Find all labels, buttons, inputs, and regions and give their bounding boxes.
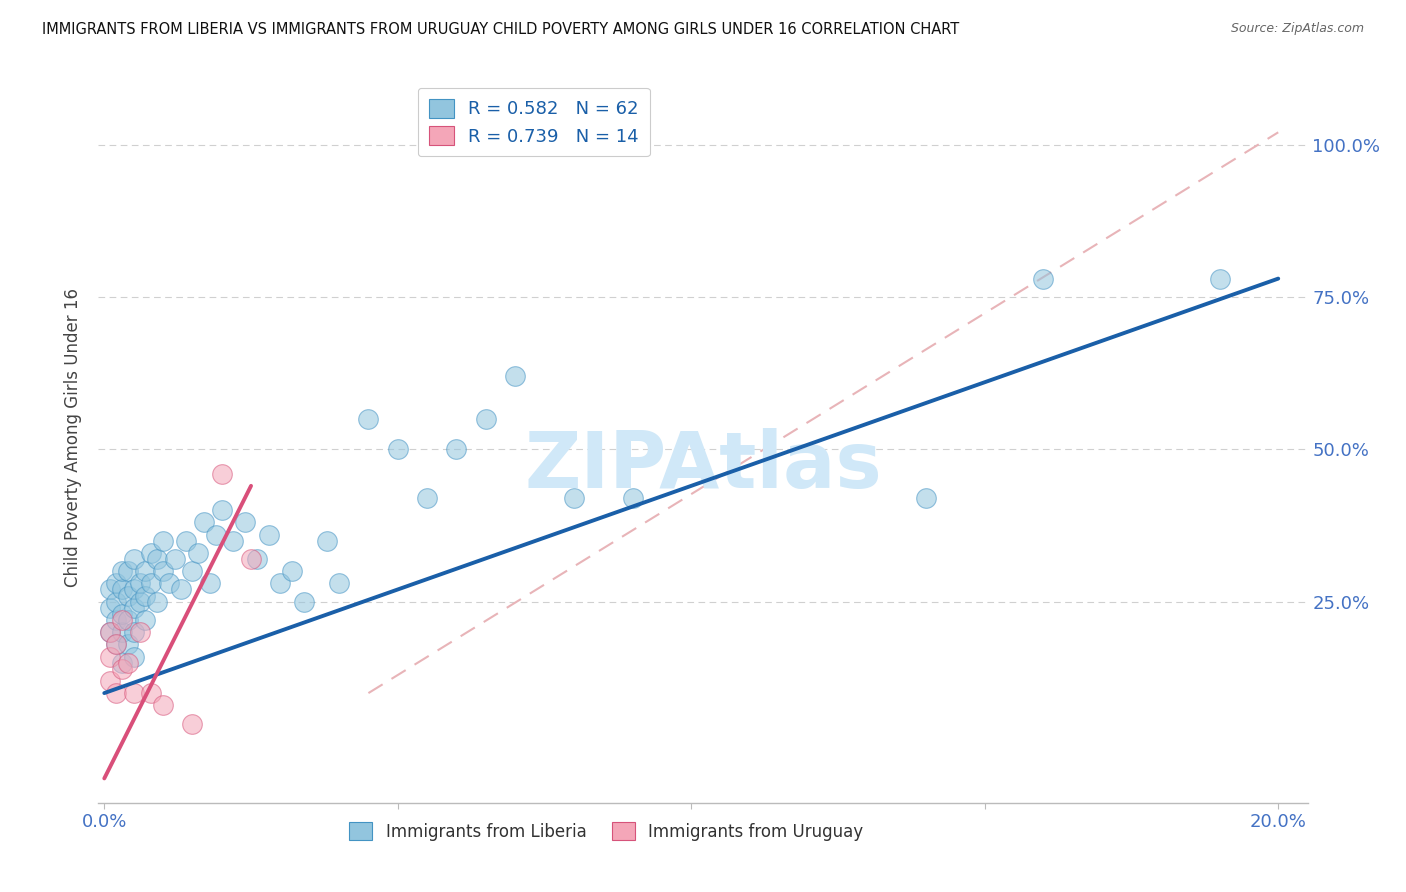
Point xyxy=(105,686,128,700)
Point xyxy=(105,594,128,608)
Point xyxy=(187,546,209,560)
Point xyxy=(152,564,174,578)
Point xyxy=(157,576,180,591)
Point xyxy=(204,527,226,541)
Point xyxy=(146,594,169,608)
Point xyxy=(357,412,380,426)
Point xyxy=(98,625,121,640)
Point xyxy=(134,613,156,627)
Point xyxy=(105,576,128,591)
Point xyxy=(111,656,134,670)
Point xyxy=(141,546,163,560)
Legend: Immigrants from Liberia, Immigrants from Uruguay: Immigrants from Liberia, Immigrants from… xyxy=(340,814,872,849)
Text: IMMIGRANTS FROM LIBERIA VS IMMIGRANTS FROM URUGUAY CHILD POVERTY AMONG GIRLS UND: IMMIGRANTS FROM LIBERIA VS IMMIGRANTS FR… xyxy=(42,22,959,37)
Point xyxy=(111,564,134,578)
Point xyxy=(117,564,139,578)
Point xyxy=(105,613,128,627)
Point xyxy=(562,491,585,505)
Point xyxy=(475,412,498,426)
Point xyxy=(316,533,339,548)
Point xyxy=(111,662,134,676)
Point xyxy=(111,625,134,640)
Point xyxy=(257,527,280,541)
Point xyxy=(111,613,134,627)
Point xyxy=(98,673,121,688)
Point xyxy=(169,582,191,597)
Point xyxy=(134,564,156,578)
Point xyxy=(117,656,139,670)
Point xyxy=(105,637,128,651)
Point xyxy=(246,552,269,566)
Point xyxy=(98,582,121,597)
Point xyxy=(111,582,134,597)
Point xyxy=(128,594,150,608)
Point xyxy=(117,589,139,603)
Point xyxy=(387,442,409,457)
Point xyxy=(915,491,938,505)
Point xyxy=(503,369,526,384)
Point xyxy=(163,552,186,566)
Point xyxy=(193,516,215,530)
Point xyxy=(621,491,644,505)
Text: Source: ZipAtlas.com: Source: ZipAtlas.com xyxy=(1230,22,1364,36)
Point xyxy=(122,552,145,566)
Point xyxy=(141,686,163,700)
Point xyxy=(416,491,439,505)
Point xyxy=(446,442,468,457)
Point xyxy=(134,589,156,603)
Point xyxy=(211,467,233,481)
Point xyxy=(328,576,350,591)
Point xyxy=(128,576,150,591)
Point xyxy=(117,613,139,627)
Point xyxy=(292,594,315,608)
Point xyxy=(152,533,174,548)
Point xyxy=(117,637,139,651)
Point xyxy=(181,564,204,578)
Point xyxy=(152,698,174,713)
Point xyxy=(146,552,169,566)
Point xyxy=(128,625,150,640)
Point xyxy=(211,503,233,517)
Point xyxy=(281,564,304,578)
Point xyxy=(269,576,291,591)
Text: ZIPAtlas: ZIPAtlas xyxy=(524,428,882,504)
Point xyxy=(181,716,204,731)
Point xyxy=(122,600,145,615)
Y-axis label: Child Poverty Among Girls Under 16: Child Poverty Among Girls Under 16 xyxy=(63,287,82,587)
Point xyxy=(98,600,121,615)
Point xyxy=(122,686,145,700)
Point xyxy=(176,533,198,548)
Point xyxy=(98,625,121,640)
Point xyxy=(1032,271,1054,285)
Point xyxy=(240,552,263,566)
Point xyxy=(141,576,163,591)
Point xyxy=(105,637,128,651)
Point xyxy=(122,582,145,597)
Point xyxy=(98,649,121,664)
Point xyxy=(122,649,145,664)
Point xyxy=(1208,271,1230,285)
Point xyxy=(122,625,145,640)
Point xyxy=(222,533,245,548)
Point xyxy=(198,576,221,591)
Point xyxy=(233,516,256,530)
Point xyxy=(111,607,134,621)
